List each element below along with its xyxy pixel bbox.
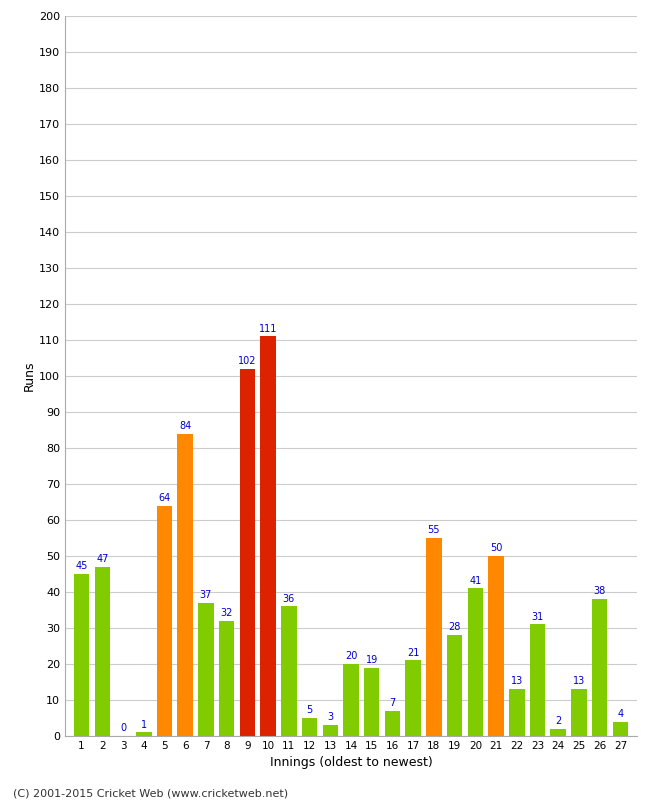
Bar bbox=[530, 624, 545, 736]
Text: 13: 13 bbox=[573, 676, 585, 686]
Bar bbox=[571, 690, 587, 736]
Text: 84: 84 bbox=[179, 421, 191, 430]
Bar bbox=[364, 667, 380, 736]
X-axis label: Innings (oldest to newest): Innings (oldest to newest) bbox=[270, 757, 432, 770]
Bar bbox=[177, 434, 193, 736]
Bar bbox=[343, 664, 359, 736]
Text: 3: 3 bbox=[327, 712, 333, 722]
Bar bbox=[551, 729, 566, 736]
Text: 36: 36 bbox=[283, 594, 295, 603]
Bar bbox=[157, 506, 172, 736]
Text: 31: 31 bbox=[532, 611, 543, 622]
Text: 45: 45 bbox=[75, 561, 88, 571]
Bar bbox=[467, 589, 483, 736]
Bar bbox=[74, 574, 89, 736]
Bar bbox=[592, 599, 608, 736]
Bar bbox=[198, 603, 214, 736]
Bar bbox=[447, 635, 462, 736]
Text: 28: 28 bbox=[448, 622, 461, 632]
Text: 7: 7 bbox=[389, 698, 396, 708]
Text: 102: 102 bbox=[238, 356, 257, 366]
Bar bbox=[261, 336, 276, 736]
Bar bbox=[426, 538, 441, 736]
Y-axis label: Runs: Runs bbox=[23, 361, 36, 391]
Text: 19: 19 bbox=[365, 654, 378, 665]
Text: 4: 4 bbox=[618, 709, 623, 718]
Bar bbox=[613, 722, 628, 736]
Text: 1: 1 bbox=[140, 719, 147, 730]
Text: 21: 21 bbox=[407, 647, 419, 658]
Bar bbox=[385, 711, 400, 736]
Bar bbox=[509, 690, 525, 736]
Text: 47: 47 bbox=[96, 554, 109, 564]
Bar bbox=[281, 606, 296, 736]
Bar bbox=[240, 369, 255, 736]
Bar bbox=[322, 726, 338, 736]
Bar bbox=[488, 556, 504, 736]
Text: 13: 13 bbox=[511, 676, 523, 686]
Text: 111: 111 bbox=[259, 323, 278, 334]
Text: 64: 64 bbox=[159, 493, 170, 502]
Text: (C) 2001-2015 Cricket Web (www.cricketweb.net): (C) 2001-2015 Cricket Web (www.cricketwe… bbox=[13, 788, 288, 798]
Text: 2: 2 bbox=[555, 716, 562, 726]
Text: 50: 50 bbox=[490, 543, 502, 553]
Text: 41: 41 bbox=[469, 575, 482, 586]
Bar bbox=[406, 661, 421, 736]
Bar bbox=[219, 621, 235, 736]
Bar bbox=[302, 718, 317, 736]
Text: 38: 38 bbox=[593, 586, 606, 596]
Text: 20: 20 bbox=[344, 651, 358, 661]
Text: 5: 5 bbox=[306, 705, 313, 715]
Text: 0: 0 bbox=[120, 723, 126, 733]
Text: 55: 55 bbox=[428, 525, 440, 535]
Bar bbox=[136, 733, 151, 736]
Text: 32: 32 bbox=[220, 608, 233, 618]
Bar bbox=[94, 566, 110, 736]
Text: 37: 37 bbox=[200, 590, 212, 600]
